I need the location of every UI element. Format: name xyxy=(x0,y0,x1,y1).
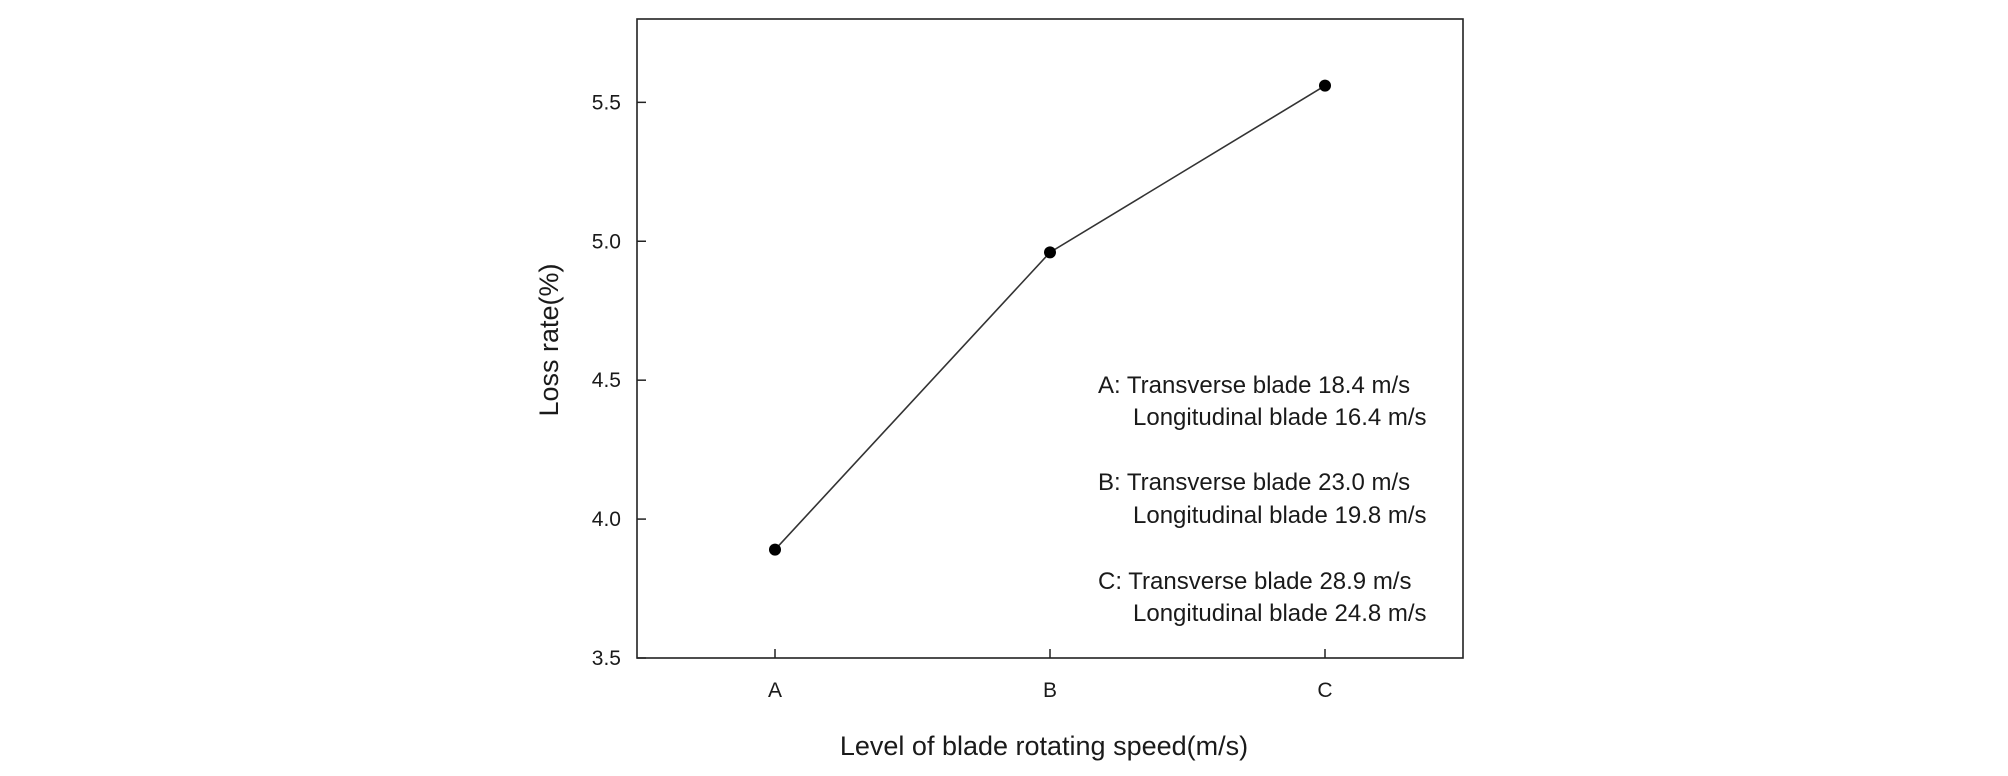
data-point-a xyxy=(769,543,781,556)
annotation-c-line1: C: Transverse blade 28.9 m/s xyxy=(1098,568,1411,595)
x-tick-label: B xyxy=(1043,679,1057,702)
x-axis-ticks: A B C xyxy=(768,649,1333,702)
plot-frame xyxy=(636,18,1464,659)
y-axis-ticks: 3.5 4.0 4.5 5.0 5.5 xyxy=(592,91,646,670)
y-axis-title: Loss rate(%) xyxy=(534,263,564,416)
data-point-c xyxy=(1319,79,1331,92)
data-point-b xyxy=(1044,246,1056,259)
x-tick-label: A xyxy=(768,679,782,702)
annotation-c-line2: Longitudinal blade 24.8 m/s xyxy=(1133,600,1427,627)
annotation-a-line1: A: Transverse blade 18.4 m/s xyxy=(1098,372,1410,399)
y-tick-label: 4.5 xyxy=(592,369,621,392)
series-layer xyxy=(769,79,1331,556)
y-tick-label: 5.5 xyxy=(592,91,621,114)
annotation-b-line1: B: Transverse blade 23.0 m/s xyxy=(1098,469,1410,496)
annotation-b-line2: Longitudinal blade 19.8 m/s xyxy=(1133,502,1427,529)
y-tick-label: 3.5 xyxy=(592,647,621,670)
x-axis-title: Level of blade rotating speed(m/s) xyxy=(840,731,1248,761)
y-tick-label: 5.0 xyxy=(592,230,621,253)
annotation-box: A: Transverse blade 18.4 m/s Longitudina… xyxy=(1098,372,1427,627)
annotation-a-line2: Longitudinal blade 16.4 m/s xyxy=(1133,404,1427,431)
x-tick-label: C xyxy=(1317,679,1332,702)
y-tick-label: 4.0 xyxy=(592,508,621,531)
